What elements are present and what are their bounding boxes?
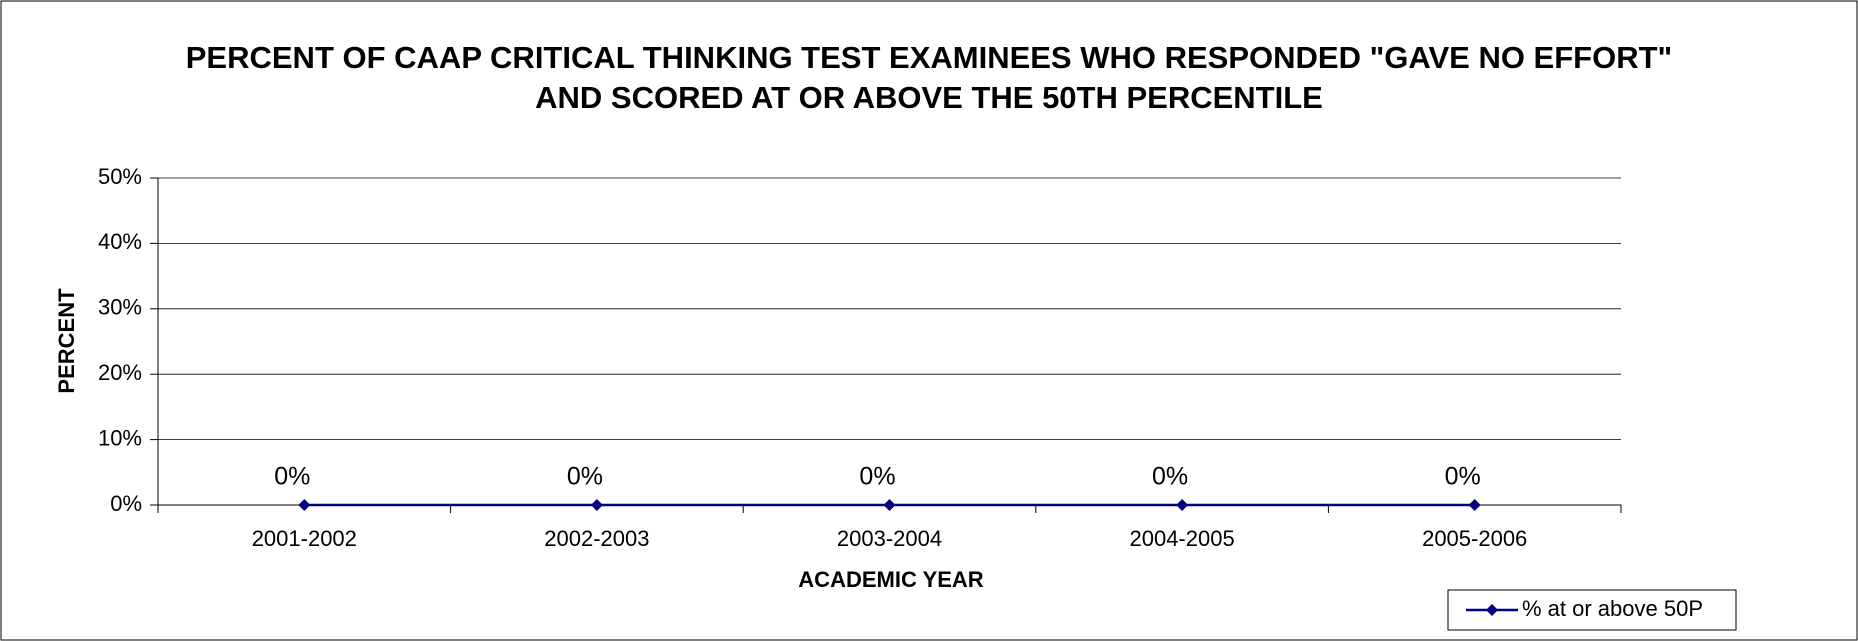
y-tick-label: 20% [98,360,142,385]
x-tick-label: 2002-2003 [544,526,649,551]
data-point [298,499,311,511]
data-point [1176,499,1189,511]
data-label: 0% [1152,463,1188,491]
x-tick-label: 2003-2004 [837,526,942,551]
data-label: 0% [274,463,310,491]
y-tick-label: 10% [98,425,142,450]
legend-marker [1486,604,1498,616]
data-label: 0% [1445,463,1481,491]
data-point [590,499,603,511]
x-tick-label: 2001-2002 [252,526,357,551]
x-axis-label: ACADEMIC YEAR [798,567,984,592]
data-label: 0% [567,463,603,491]
x-tick-label: 2005-2006 [1422,526,1527,551]
y-tick-label: 0% [110,491,142,516]
legend-label: % at or above 50P [1522,596,1703,621]
data-label: 0% [859,463,895,491]
chart-title: PERCENT OF CAAP CRITICAL THINKING TEST E… [185,40,1673,115]
y-axis-label: PERCENT [54,288,79,394]
y-tick-label: 30% [98,295,142,320]
x-tick-label: 2004-2005 [1129,526,1234,551]
y-tick-label: 40% [98,229,142,254]
data-point [1468,499,1481,511]
y-tick-label: 50% [98,164,142,189]
data-point [883,499,896,511]
